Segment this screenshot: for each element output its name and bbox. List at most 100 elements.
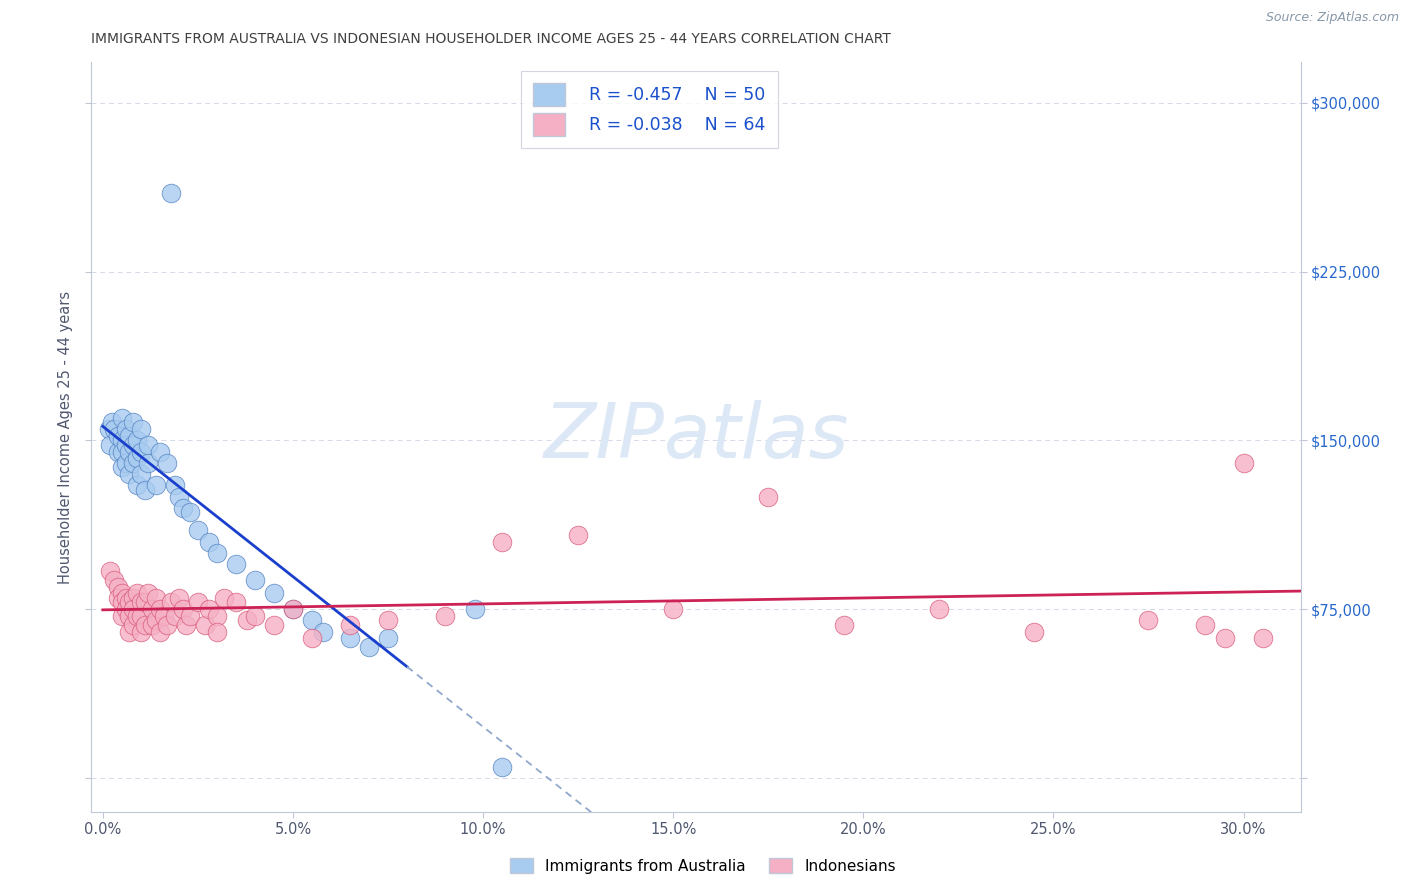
Point [118, 444, 141, 458]
Point [832, 618, 855, 632]
Point [187, 595, 209, 609]
Point [103, 573, 125, 587]
Point [129, 422, 152, 436]
Point [103, 422, 125, 436]
Point [167, 591, 190, 605]
Legend: Immigrants from Australia, Indonesians: Immigrants from Australia, Indonesians [505, 852, 901, 880]
Point [111, 609, 134, 624]
Point [928, 602, 950, 616]
Point [434, 609, 457, 624]
Point [179, 506, 201, 520]
Point [1194, 618, 1216, 632]
Point [141, 618, 163, 632]
Point [125, 478, 148, 492]
Point [107, 591, 129, 605]
Point [118, 595, 141, 609]
Point [129, 624, 152, 639]
Point [179, 609, 201, 624]
Point [145, 591, 167, 605]
Point [118, 429, 141, 443]
Text: IMMIGRANTS FROM AUSTRALIA VS INDONESIAN HOUSEHOLDER INCOME AGES 25 - 44 YEARS CO: IMMIGRANTS FROM AUSTRALIA VS INDONESIAN … [91, 32, 891, 46]
Point [122, 456, 145, 470]
Point [339, 632, 361, 646]
Point [225, 558, 247, 572]
Point [107, 444, 129, 458]
Point [111, 595, 134, 609]
Point [301, 632, 323, 646]
Point [163, 609, 186, 624]
Point [122, 591, 145, 605]
Point [125, 586, 148, 600]
Point [198, 602, 221, 616]
Point [567, 528, 589, 542]
Point [138, 586, 160, 600]
Point [129, 609, 152, 624]
Point [129, 444, 152, 458]
Point [145, 478, 167, 492]
Point [1137, 614, 1160, 628]
Point [129, 595, 152, 609]
Point [100, 564, 122, 578]
Point [281, 602, 304, 616]
Point [491, 534, 513, 549]
Point [152, 609, 174, 624]
Point [111, 434, 134, 448]
Y-axis label: Householder Income Ages 25 - 44 years: Householder Income Ages 25 - 44 years [58, 291, 73, 583]
Point [125, 434, 148, 448]
Point [114, 422, 136, 436]
Text: Source: ZipAtlas.com: Source: ZipAtlas.com [1265, 11, 1399, 24]
Point [107, 580, 129, 594]
Point [1024, 624, 1046, 639]
Point [263, 586, 285, 600]
Point [662, 602, 685, 616]
Point [122, 618, 145, 632]
Point [1213, 632, 1236, 646]
Point [214, 591, 236, 605]
Text: ZIPatlas: ZIPatlas [543, 401, 849, 474]
Point [149, 444, 172, 458]
Point [160, 186, 183, 200]
Point [149, 624, 172, 639]
Point [114, 456, 136, 470]
Point [263, 618, 285, 632]
Point [111, 444, 134, 458]
Legend:   R = -0.457    N = 50,   R = -0.038    N = 64: R = -0.457 N = 50, R = -0.038 N = 64 [522, 71, 778, 148]
Point [145, 614, 167, 628]
Point [172, 602, 194, 616]
Point [167, 490, 190, 504]
Point [205, 609, 228, 624]
Point [134, 595, 156, 609]
Point [301, 614, 323, 628]
Point [156, 618, 179, 632]
Point [377, 632, 399, 646]
Point [205, 546, 228, 560]
Point [149, 602, 172, 616]
Point [236, 614, 259, 628]
Point [339, 618, 361, 632]
Point [205, 624, 228, 639]
Point [243, 609, 266, 624]
Point [114, 591, 136, 605]
Point [122, 602, 145, 616]
Point [111, 586, 134, 600]
Point [129, 467, 152, 482]
Point [756, 490, 779, 504]
Point [122, 416, 145, 430]
Point [141, 602, 163, 616]
Point [114, 438, 136, 452]
Point [138, 438, 160, 452]
Point [138, 456, 160, 470]
Point [225, 595, 247, 609]
Point [134, 483, 156, 497]
Point [464, 602, 486, 616]
Point [100, 438, 122, 452]
Point [118, 624, 141, 639]
Point [172, 500, 194, 515]
Point [118, 609, 141, 624]
Point [160, 595, 183, 609]
Point [198, 534, 221, 549]
Point [194, 618, 217, 632]
Point [125, 451, 148, 466]
Point [114, 602, 136, 616]
Point [357, 640, 380, 655]
